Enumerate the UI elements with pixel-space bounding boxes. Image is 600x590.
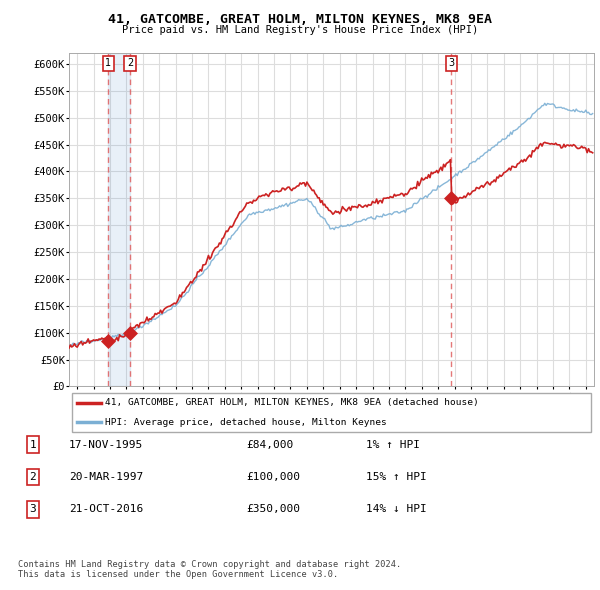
Text: 21-OCT-2016: 21-OCT-2016: [69, 504, 143, 514]
Text: 2: 2: [127, 58, 133, 68]
Bar: [108, 53, 130, 386]
Text: 20-MAR-1997: 20-MAR-1997: [69, 472, 143, 482]
Text: 41, GATCOMBE, GREAT HOLM, MILTON KEYNES, MK8 9EA: 41, GATCOMBE, GREAT HOLM, MILTON KEYNES,…: [108, 13, 492, 26]
Bar: [44, 53, 69, 386]
Text: 41, GATCOMBE, GREAT HOLM, MILTON KEYNES, MK8 9EA (detached house): 41, GATCOMBE, GREAT HOLM, MILTON KEYNES,…: [105, 398, 478, 407]
Text: £84,000: £84,000: [246, 440, 293, 450]
Text: 2: 2: [29, 472, 37, 482]
Text: 1: 1: [29, 440, 37, 450]
Text: Price paid vs. HM Land Registry's House Price Index (HPI): Price paid vs. HM Land Registry's House …: [122, 25, 478, 35]
FancyBboxPatch shape: [71, 394, 592, 431]
Text: £350,000: £350,000: [246, 504, 300, 514]
Text: 1% ↑ HPI: 1% ↑ HPI: [366, 440, 420, 450]
Text: 15% ↑ HPI: 15% ↑ HPI: [366, 472, 427, 482]
Text: Contains HM Land Registry data © Crown copyright and database right 2024.
This d: Contains HM Land Registry data © Crown c…: [18, 560, 401, 579]
Text: £100,000: £100,000: [246, 472, 300, 482]
Text: 17-NOV-1995: 17-NOV-1995: [69, 440, 143, 450]
Text: HPI: Average price, detached house, Milton Keynes: HPI: Average price, detached house, Milt…: [105, 418, 386, 427]
Text: 3: 3: [29, 504, 37, 514]
Text: 14% ↓ HPI: 14% ↓ HPI: [366, 504, 427, 514]
Text: 3: 3: [448, 58, 454, 68]
Text: 1: 1: [105, 58, 111, 68]
